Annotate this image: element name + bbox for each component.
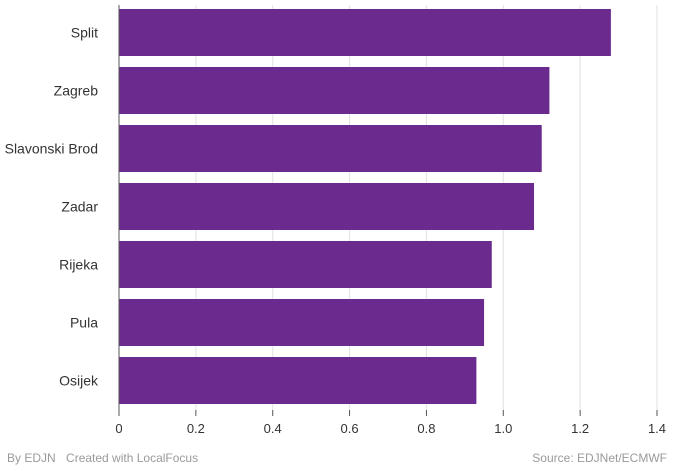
x-tick-label: 0.2	[187, 421, 205, 436]
bar	[119, 299, 485, 346]
footer: By EDJN Created with LocalFocus Source: …	[0, 451, 675, 467]
x-tick-label: 1.4	[648, 421, 666, 436]
x-tick-label: 0.4	[264, 421, 282, 436]
footer-credits: By EDJN Created with LocalFocus	[7, 451, 205, 465]
bar	[119, 125, 542, 172]
bar	[119, 183, 535, 230]
byline: By EDJN	[7, 451, 56, 465]
bar	[119, 357, 477, 404]
category-label: Rijeka	[59, 257, 98, 273]
credit-link[interactable]: Created with LocalFocus	[66, 451, 199, 465]
bar	[119, 241, 492, 288]
x-tick-label: 0	[115, 421, 122, 436]
source: Source: EDJNet/ECMWF	[532, 451, 667, 465]
category-labels: Split Zagreb Slavonski Brod Zadar Rijeka Pula…	[5, 25, 99, 389]
category-label: Zagreb	[54, 83, 99, 99]
category-label: Split	[71, 25, 98, 41]
bar	[119, 67, 550, 114]
x-tick-label: 1.2	[571, 421, 589, 436]
bar-chart: Split Zagreb Slavonski Brod Zadar Rijeka Pula…	[5, 5, 666, 436]
category-label: Zadar	[61, 199, 98, 215]
x-tick-label: 0.8	[417, 421, 435, 436]
x-axis-ticks: 0 0.2 0.4 0.6 0.8 1.0 1.2 1.4	[115, 410, 666, 436]
bars	[119, 9, 611, 404]
bar	[119, 9, 611, 56]
category-label: Slavonski Brod	[5, 141, 98, 157]
category-label: Pula	[70, 315, 98, 331]
x-tick-label: 0.6	[341, 421, 359, 436]
category-label: Osijek	[59, 373, 99, 389]
x-tick-label: 1.0	[494, 421, 512, 436]
